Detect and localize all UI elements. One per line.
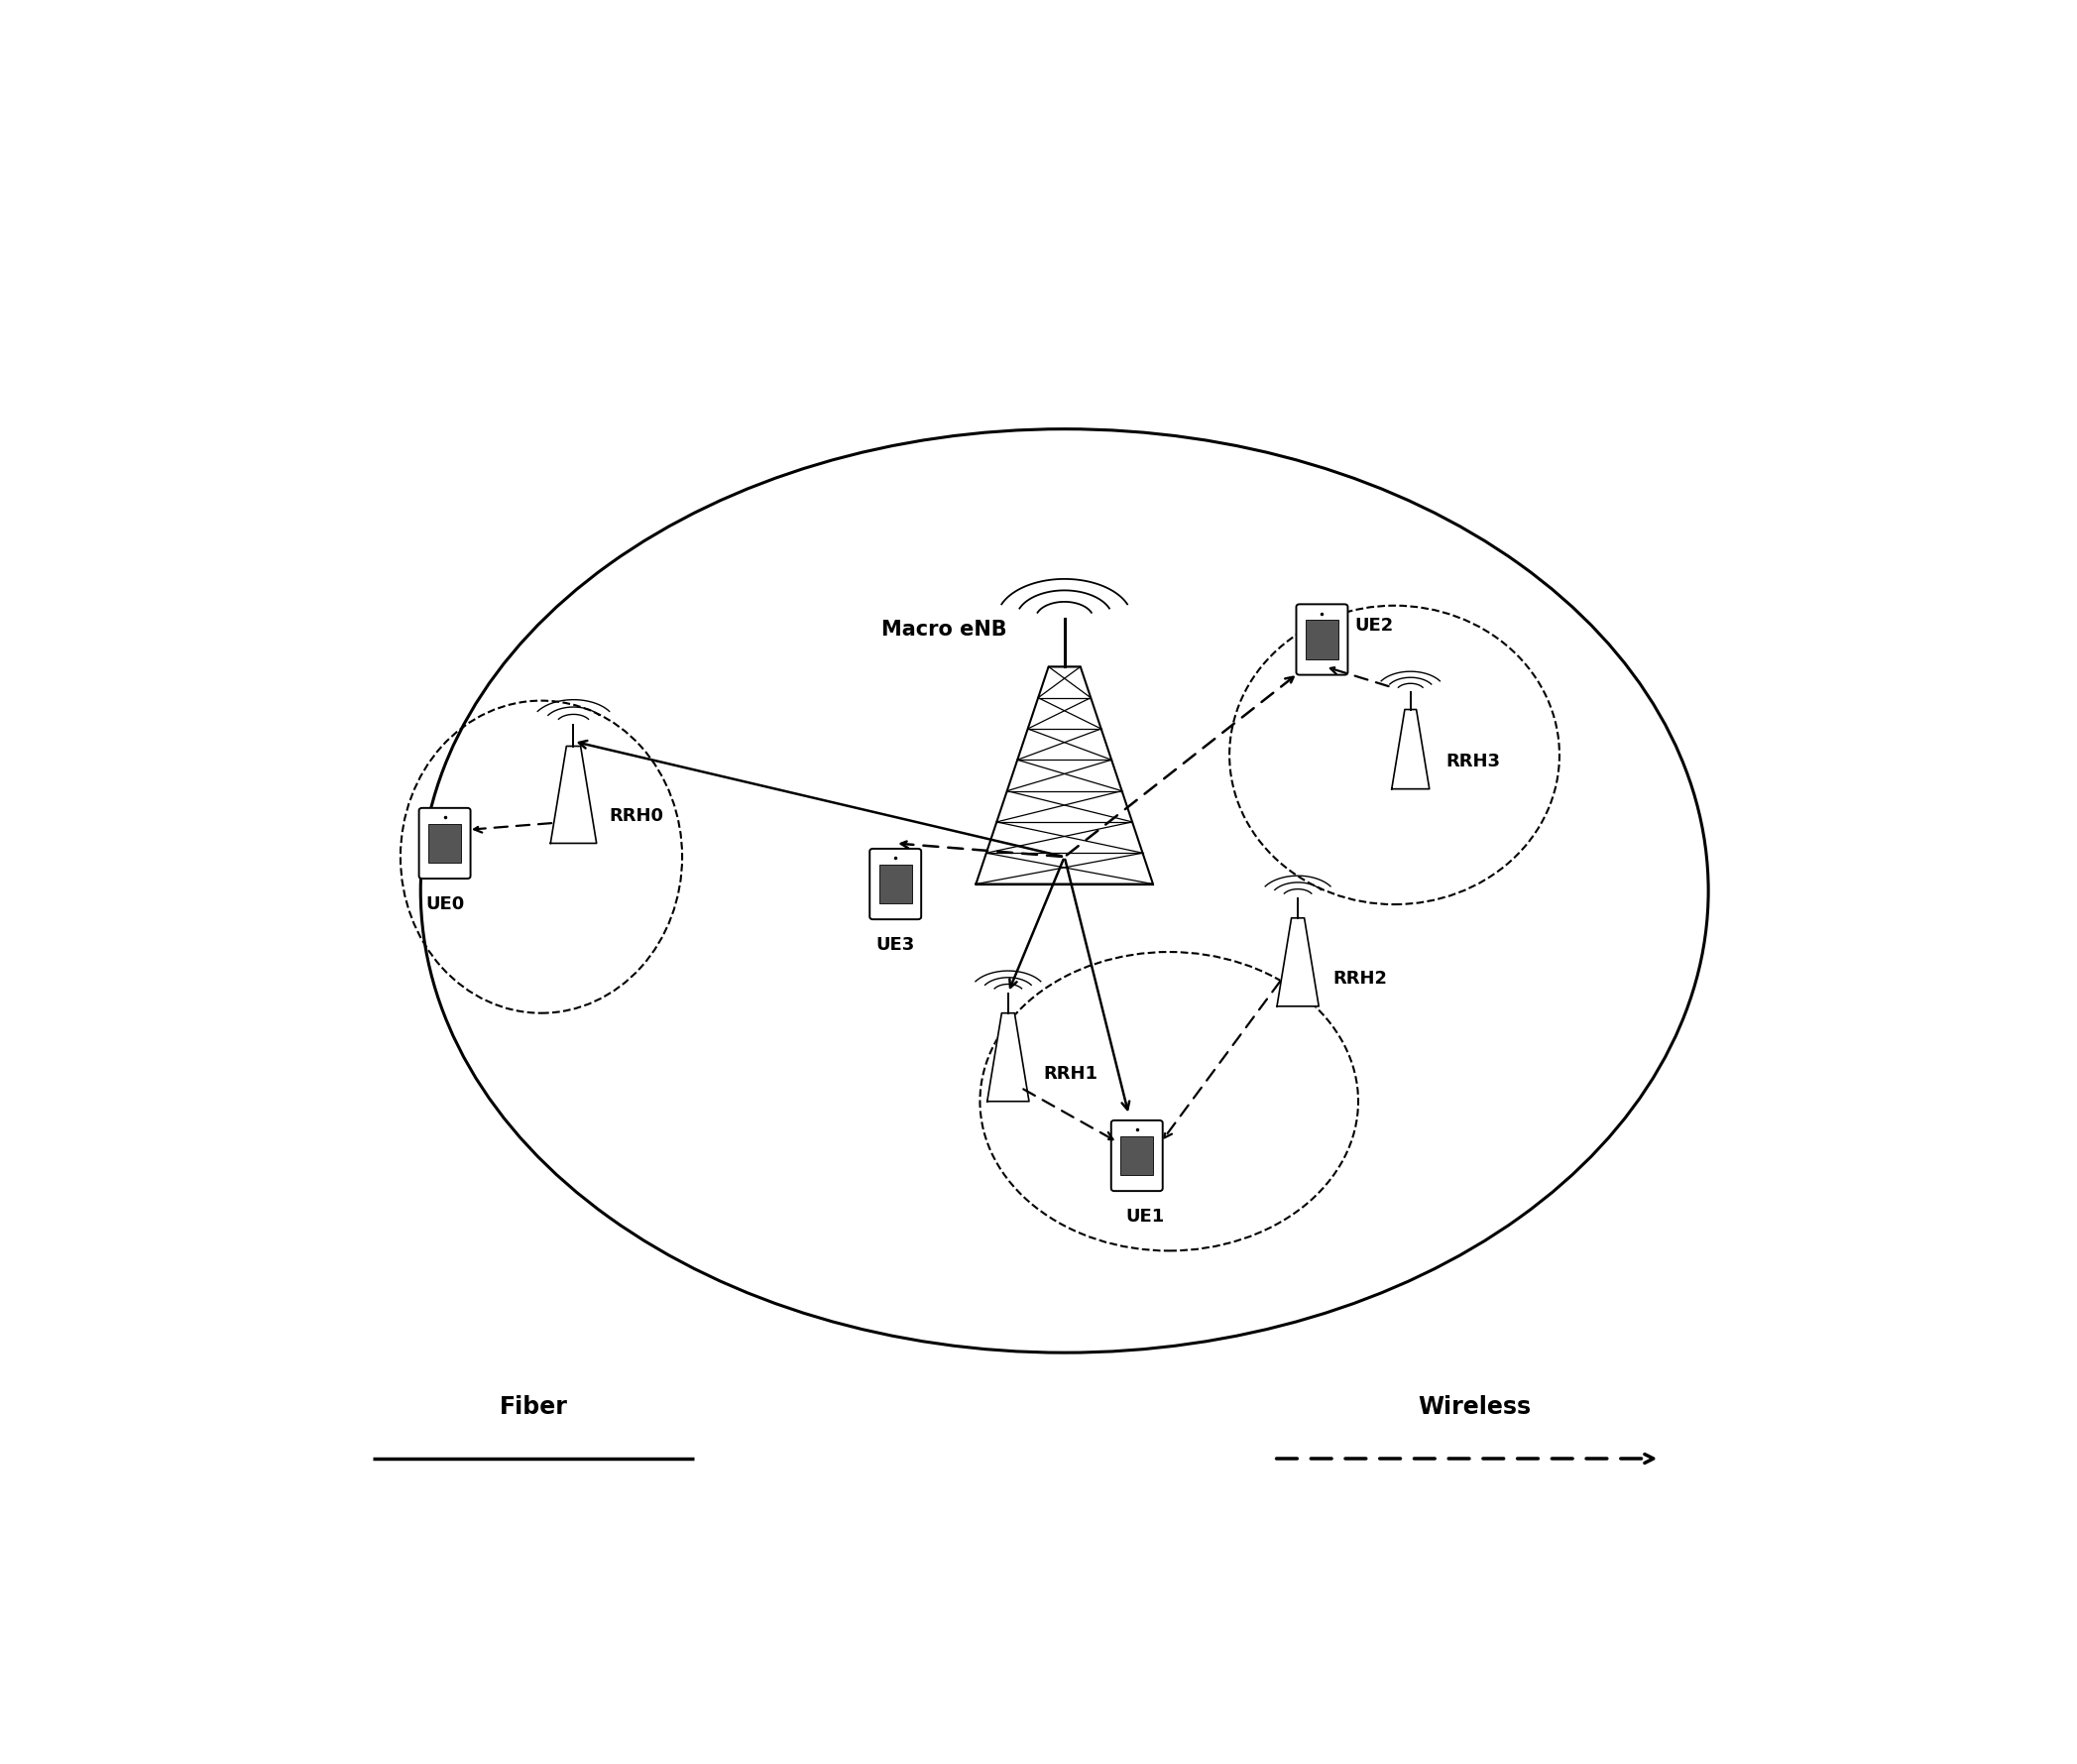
Text: Macro eNB: Macro eNB <box>881 621 1007 640</box>
Text: UE2: UE2 <box>1354 617 1394 635</box>
Polygon shape <box>1277 917 1319 1005</box>
Text: RRH3: RRH3 <box>1446 753 1500 771</box>
Text: UE0: UE0 <box>426 894 463 912</box>
Bar <box>879 864 912 903</box>
FancyBboxPatch shape <box>1296 605 1348 676</box>
Polygon shape <box>987 1013 1028 1101</box>
FancyBboxPatch shape <box>870 848 922 919</box>
Text: UE3: UE3 <box>876 935 914 954</box>
Text: Wireless: Wireless <box>1419 1395 1531 1418</box>
Text: UE1: UE1 <box>1126 1207 1165 1226</box>
Bar <box>1122 1136 1153 1175</box>
Polygon shape <box>976 667 1153 884</box>
Bar <box>428 824 461 863</box>
FancyBboxPatch shape <box>1111 1120 1163 1191</box>
Text: Fiber: Fiber <box>498 1395 567 1418</box>
Bar <box>1306 619 1338 660</box>
FancyBboxPatch shape <box>420 808 471 878</box>
Text: RRH1: RRH1 <box>1043 1065 1099 1083</box>
Text: RRH2: RRH2 <box>1333 970 1387 988</box>
Text: RRH0: RRH0 <box>609 808 663 826</box>
Polygon shape <box>550 746 596 843</box>
Polygon shape <box>1392 709 1429 789</box>
